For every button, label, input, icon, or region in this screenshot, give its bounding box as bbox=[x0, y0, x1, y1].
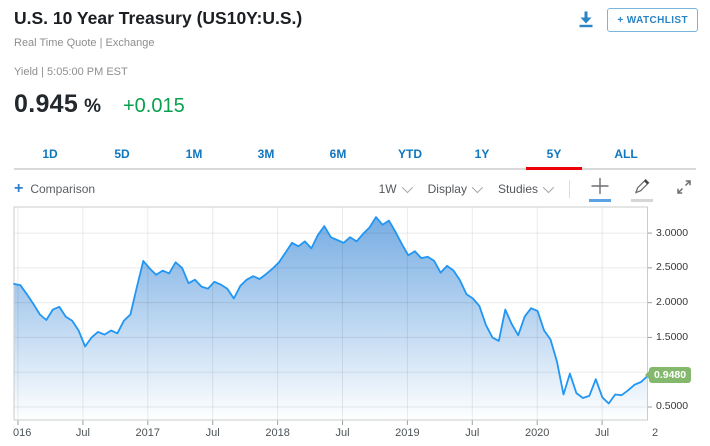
x-axis-label: Jul bbox=[595, 427, 610, 439]
chart-canvas[interactable] bbox=[0, 205, 710, 446]
x-axis-label: Jul bbox=[75, 427, 90, 439]
quote-meta: Yield | 5:05:00 PM EST bbox=[14, 66, 128, 78]
x-axis-label: 2020 bbox=[524, 427, 550, 439]
y-axis-label: 1.5000 bbox=[656, 331, 689, 343]
quote-subtitle: Real Time Quote | Exchange bbox=[14, 37, 155, 49]
price-row: 0.945 % +0.015 bbox=[14, 90, 185, 119]
y-axis-label: 2.5000 bbox=[656, 261, 689, 273]
crosshair-tool-button[interactable] bbox=[588, 177, 612, 202]
tab-3m[interactable]: 3M bbox=[257, 147, 275, 161]
chevron-down-icon bbox=[471, 181, 484, 194]
chevron-down-icon bbox=[542, 181, 555, 194]
x-axis-label: 2019 bbox=[395, 427, 420, 439]
x-axis-label: 2018 bbox=[265, 427, 290, 439]
studies-dropdown[interactable]: Studies bbox=[498, 181, 555, 196]
x-axis-label: Jul bbox=[335, 427, 350, 439]
tab-5y[interactable]: 5Y bbox=[518, 142, 590, 170]
add-watchlist-button[interactable]: + WATCHLIST bbox=[607, 8, 698, 32]
x-axis-label: Jul bbox=[465, 427, 480, 439]
active-tool-underline bbox=[589, 199, 611, 202]
range-tab-bar: 1D 5D 1M 3M 6M YTD 1Y 5Y ALL bbox=[14, 142, 696, 170]
last-price-badge: 0.9480 bbox=[644, 367, 692, 383]
page-title: U.S. 10 Year Treasury (US10Y:U.S.) bbox=[14, 8, 303, 28]
chevron-down-icon bbox=[401, 181, 413, 194]
tab-1d[interactable]: 1D bbox=[42, 147, 58, 161]
interval-dropdown[interactable]: 1W bbox=[379, 181, 413, 196]
x-axis-label: 016 bbox=[13, 427, 32, 439]
tool-underline bbox=[631, 199, 653, 202]
x-axis-label: 2 bbox=[652, 427, 659, 439]
draw-tool-button[interactable] bbox=[630, 177, 654, 202]
price-unit: % bbox=[84, 96, 101, 117]
x-axis-label: 2017 bbox=[135, 427, 161, 439]
price-chart[interactable]: 3.0000 2.5000 2.0000 1.5000 0.5000 0.948… bbox=[0, 205, 710, 446]
download-icon bbox=[576, 9, 596, 32]
toolbar-divider bbox=[569, 180, 570, 198]
expand-icon bbox=[675, 178, 693, 201]
price-change: +0.015 bbox=[122, 95, 185, 117]
tab-ytd[interactable]: YTD bbox=[398, 147, 422, 161]
tab-5d[interactable]: 5D bbox=[114, 147, 130, 161]
download-button[interactable] bbox=[573, 7, 599, 33]
add-comparison-button[interactable]: + Comparison bbox=[14, 180, 96, 197]
tab-1y[interactable]: 1Y bbox=[474, 147, 490, 161]
draw-icon bbox=[633, 177, 652, 201]
tab-all[interactable]: ALL bbox=[614, 147, 638, 161]
y-axis-label: 0.5000 bbox=[656, 400, 689, 412]
chart-toolbar: + Comparison 1W Display Studies bbox=[14, 176, 696, 202]
display-dropdown[interactable]: Display bbox=[428, 181, 484, 196]
x-axis-label: Jul bbox=[205, 427, 220, 439]
y-axis-label: 2.0000 bbox=[656, 296, 689, 308]
last-price: 0.945 bbox=[14, 90, 79, 118]
tab-1m[interactable]: 1M bbox=[185, 147, 203, 161]
header-actions: + WATCHLIST bbox=[573, 7, 698, 33]
crosshair-icon bbox=[590, 177, 610, 201]
plus-icon: + bbox=[14, 180, 24, 197]
fullscreen-button[interactable] bbox=[672, 177, 696, 201]
y-axis-label: 3.0000 bbox=[656, 227, 689, 239]
tab-6m[interactable]: 6M bbox=[329, 147, 347, 161]
